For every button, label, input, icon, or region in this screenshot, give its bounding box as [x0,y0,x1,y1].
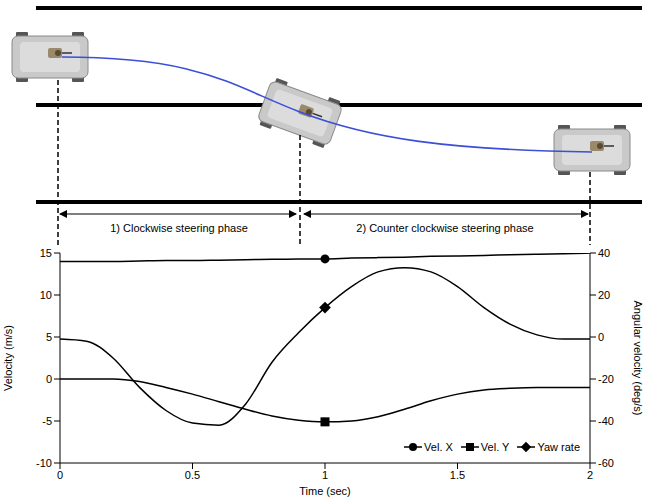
html-text:Yaw rate: Yaw rate [537,441,580,453]
svg-text:40: 40 [598,247,610,259]
svg-text:-60: -60 [598,457,614,469]
svg-text:15: 15 [40,247,52,259]
svg-text:1: 1 [322,469,328,481]
svg-text:1) Clockwise steering phase: 1) Clockwise steering phase [110,222,248,234]
svg-text:Time (sec): Time (sec) [299,485,351,497]
svg-text:2) Counter clockwise steering: 2) Counter clockwise steering phase [356,222,533,234]
svg-text:Velocity (m/s): Velocity (m/s) [2,325,14,391]
svg-text:Angular velocity (deg/s): Angular velocity (deg/s) [632,301,644,416]
html-text:Vel. Y: Vel. Y [480,441,510,453]
svg-text:1.5: 1.5 [450,469,465,481]
svg-text:-20: -20 [598,373,614,385]
svg-text:0: 0 [598,331,604,343]
svg-text:2: 2 [587,469,593,481]
svg-text:-5: -5 [42,415,52,427]
svg-text:-40: -40 [598,415,614,427]
svg-text:20: 20 [598,289,610,301]
html-text:Vel. X: Vel. X [424,441,453,453]
svg-text:0: 0 [46,373,52,385]
svg-text:-10: -10 [36,457,52,469]
svg-text:0.5: 0.5 [185,469,200,481]
svg-text:5: 5 [46,331,52,343]
svg-text:0: 0 [57,469,63,481]
svg-text:10: 10 [40,289,52,301]
